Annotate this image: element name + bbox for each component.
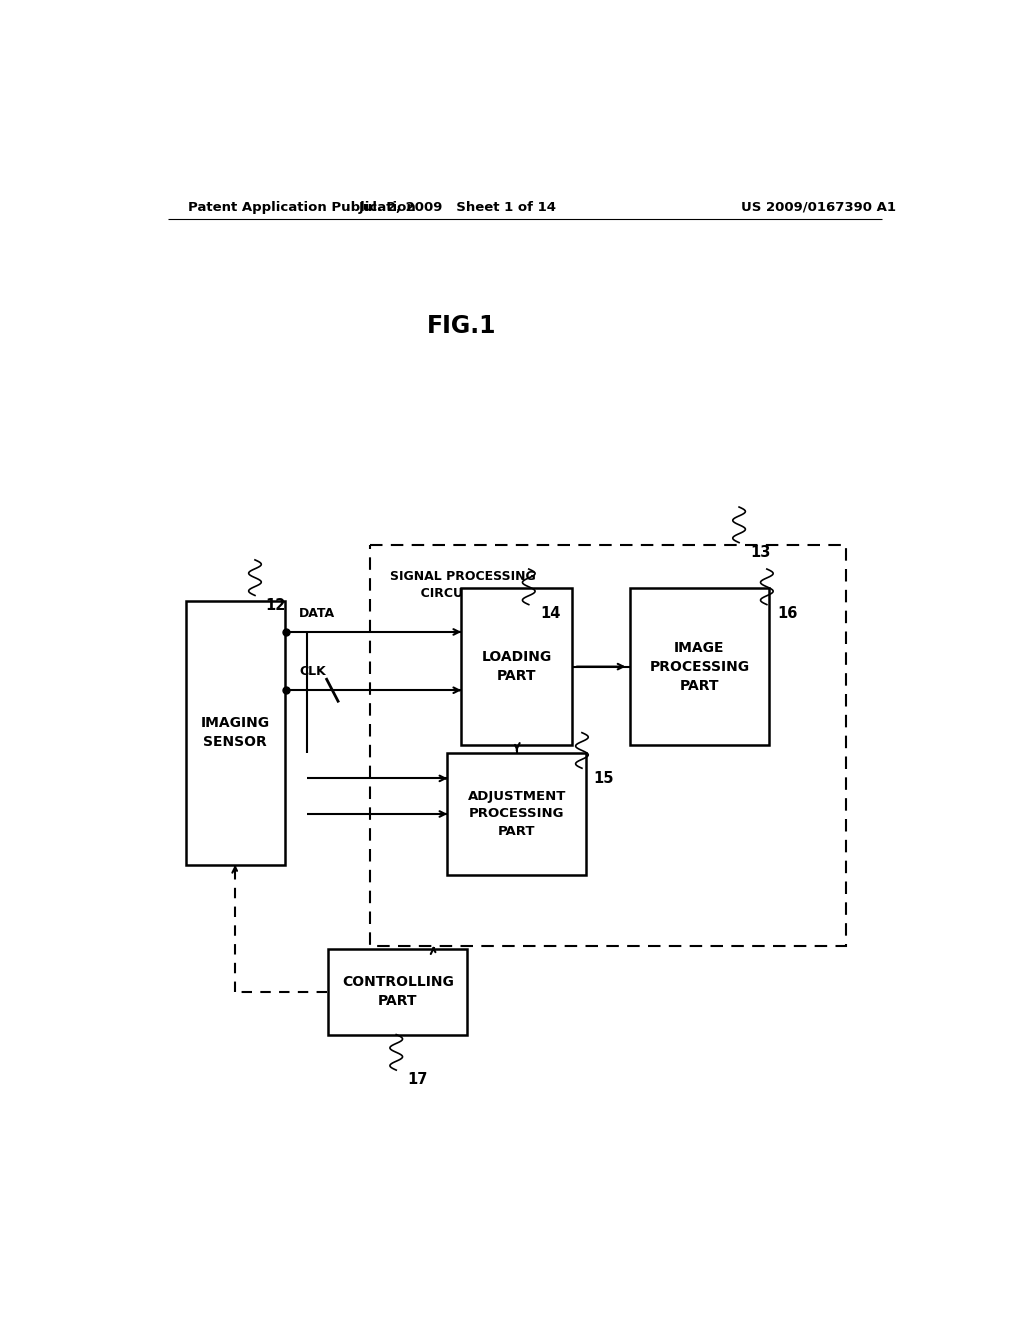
Bar xyxy=(461,587,572,746)
Text: SIGNAL PROCESSING
       CIRCUIT: SIGNAL PROCESSING CIRCUIT xyxy=(390,570,536,601)
Bar xyxy=(370,545,846,946)
Text: 13: 13 xyxy=(751,545,770,560)
Text: US 2009/0167390 A1: US 2009/0167390 A1 xyxy=(741,201,896,214)
Text: ADJUSTMENT
PROCESSING
PART: ADJUSTMENT PROCESSING PART xyxy=(468,789,566,838)
Text: IMAGING
SENSOR: IMAGING SENSOR xyxy=(201,717,269,750)
Text: LOADING
PART: LOADING PART xyxy=(481,651,552,682)
Text: 15: 15 xyxy=(593,771,613,785)
Text: IMAGE
PROCESSING
PART: IMAGE PROCESSING PART xyxy=(649,640,750,693)
Text: Jul. 2, 2009   Sheet 1 of 14: Jul. 2, 2009 Sheet 1 of 14 xyxy=(358,201,556,214)
Bar xyxy=(630,587,769,746)
Text: 12: 12 xyxy=(265,598,286,612)
Bar xyxy=(447,752,587,875)
Text: CONTROLLING
PART: CONTROLLING PART xyxy=(342,975,454,1008)
Bar xyxy=(329,949,467,1035)
Text: 16: 16 xyxy=(777,606,798,622)
Text: FIG.1: FIG.1 xyxy=(427,314,496,338)
Text: DATA: DATA xyxy=(299,607,335,620)
Text: 17: 17 xyxy=(408,1072,428,1086)
Text: 14: 14 xyxy=(541,606,561,622)
Bar xyxy=(185,601,285,865)
Text: Patent Application Publication: Patent Application Publication xyxy=(187,201,416,214)
Text: CLK: CLK xyxy=(299,665,326,678)
